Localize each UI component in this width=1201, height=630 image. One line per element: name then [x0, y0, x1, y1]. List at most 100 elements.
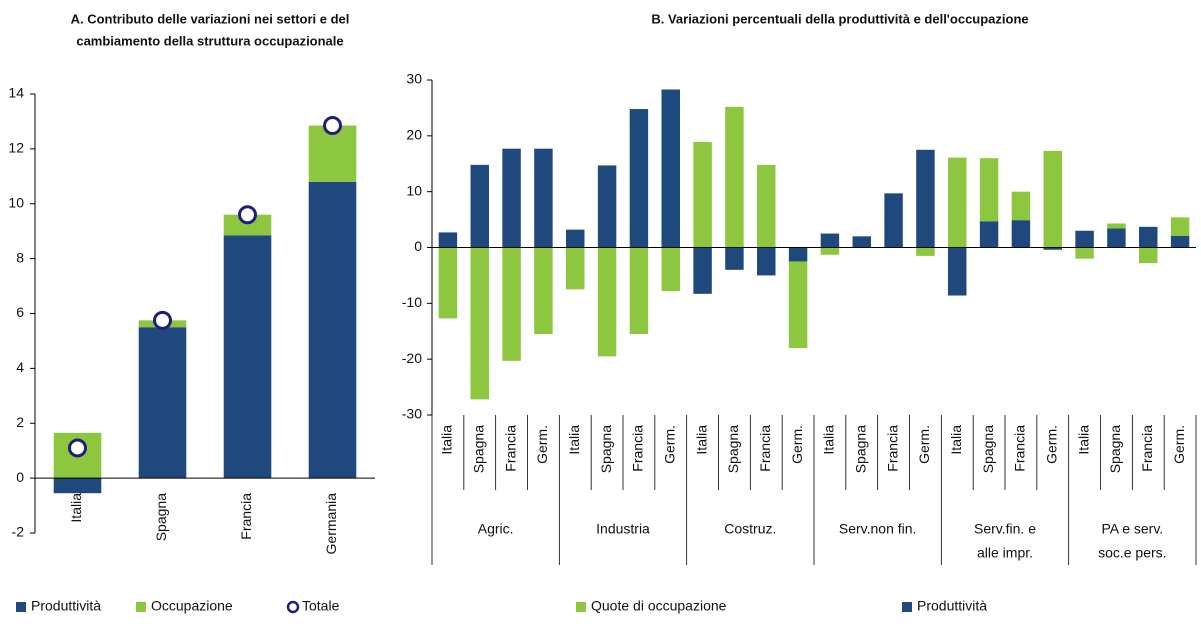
bar — [1043, 247, 1062, 250]
bar — [629, 247, 649, 335]
y-tick-label: 14 — [8, 85, 24, 101]
y-tick-label: 4 — [16, 359, 24, 375]
y-tick-label: 20 — [406, 127, 422, 143]
bar — [629, 109, 649, 248]
bar — [1107, 223, 1126, 229]
bar — [884, 193, 903, 248]
bar — [757, 164, 776, 248]
legend-swatch — [16, 602, 26, 612]
bar — [1075, 247, 1094, 259]
bar — [1107, 228, 1126, 248]
chart-title: B. Variazioni percentuali della produtti… — [651, 11, 1028, 26]
x-tick-label: Francia — [630, 425, 646, 472]
bar — [597, 247, 617, 357]
x-tick-label: Germ. — [661, 425, 677, 464]
x-tick-label: Italia — [1075, 425, 1091, 455]
legend-swatch — [576, 602, 586, 612]
x-tick-label: Spagna — [153, 493, 169, 541]
x-tick-label: Italia — [948, 425, 964, 455]
y-tick-label: 10 — [8, 194, 24, 210]
x-tick-label: Italia — [566, 425, 582, 455]
bar — [438, 232, 458, 248]
bar — [566, 229, 585, 248]
x-tick-label: Italia — [821, 425, 837, 455]
x-tick-label: Italia — [68, 493, 84, 523]
bar — [725, 247, 744, 270]
x-tick-label: Germania — [323, 493, 339, 555]
bar — [1139, 226, 1158, 248]
bar — [534, 148, 553, 248]
group-label: Serv.non fin. — [839, 521, 917, 537]
group-label: Agric. — [478, 521, 514, 537]
bar — [308, 181, 357, 479]
bar — [725, 106, 744, 248]
x-tick-label: Francia — [757, 425, 773, 472]
bar — [916, 247, 935, 256]
x-tick-label: Spagna — [1107, 425, 1123, 473]
bar — [788, 247, 808, 262]
y-tick-label: -20 — [402, 350, 422, 366]
y-tick-label: -10 — [402, 294, 422, 310]
group-label: soc.e pers. — [1098, 545, 1166, 561]
y-tick-label: -2 — [12, 524, 25, 540]
bar — [661, 247, 680, 292]
bar — [1170, 217, 1190, 236]
bar — [1139, 247, 1158, 264]
y-tick-label: 8 — [16, 249, 24, 265]
bar — [757, 247, 776, 276]
bar — [534, 247, 553, 335]
bar — [948, 157, 967, 248]
bar — [948, 247, 967, 296]
x-tick-label: Spagna — [980, 425, 996, 473]
x-tick-label: Germ. — [1171, 425, 1187, 464]
total-marker — [153, 310, 172, 330]
legend-label: Quote di occupazione — [591, 598, 727, 614]
chart-title: cambiamento della struttura occupazional… — [76, 33, 343, 48]
bar — [53, 478, 102, 494]
y-tick-label: 2 — [16, 414, 24, 430]
x-tick-label: Spagna — [470, 425, 486, 473]
bar — [502, 247, 521, 361]
x-tick-label: Spagna — [852, 425, 868, 473]
bar — [597, 165, 617, 248]
legend-swatch — [286, 600, 300, 614]
bar — [820, 247, 840, 255]
x-tick-label: Spagna — [725, 425, 741, 473]
group-label: Costruz. — [724, 521, 776, 537]
x-tick-label: Germ. — [789, 425, 805, 464]
x-tick-label: Francia — [502, 425, 518, 472]
y-tick-label: 30 — [406, 71, 422, 87]
bar — [1011, 220, 1031, 248]
bar — [470, 164, 489, 248]
total-marker — [68, 438, 87, 458]
y-tick-label: 12 — [8, 140, 24, 156]
group-label: Serv.fin. e — [974, 521, 1036, 537]
legend-label: Occupazione — [151, 598, 233, 614]
group-label: PA e serv. — [1101, 521, 1163, 537]
legend-label: Produttività — [917, 598, 987, 614]
x-tick-label: Francia — [884, 425, 900, 472]
group-label: Industria — [596, 521, 650, 537]
x-tick-label: Germ. — [534, 425, 550, 464]
bar — [1011, 191, 1031, 221]
bar — [438, 247, 458, 319]
x-tick-label: Francia — [238, 493, 254, 540]
y-tick-label: 0 — [16, 469, 24, 485]
x-tick-label: Italia — [693, 425, 709, 455]
bar — [693, 141, 712, 248]
y-tick-label: 10 — [406, 182, 422, 198]
bar — [138, 327, 187, 479]
total-marker — [238, 205, 257, 225]
bar — [1075, 230, 1094, 248]
total-marker — [323, 116, 342, 136]
group-label: alle impr. — [977, 545, 1033, 561]
x-tick-label: Germ. — [1043, 425, 1059, 464]
bar — [1043, 150, 1062, 248]
legend-swatch — [902, 602, 912, 612]
x-tick-label: Italia — [439, 425, 455, 455]
bar — [566, 247, 585, 290]
bar — [470, 247, 489, 400]
bar — [661, 89, 680, 248]
legend-label: Produttività — [31, 598, 101, 614]
